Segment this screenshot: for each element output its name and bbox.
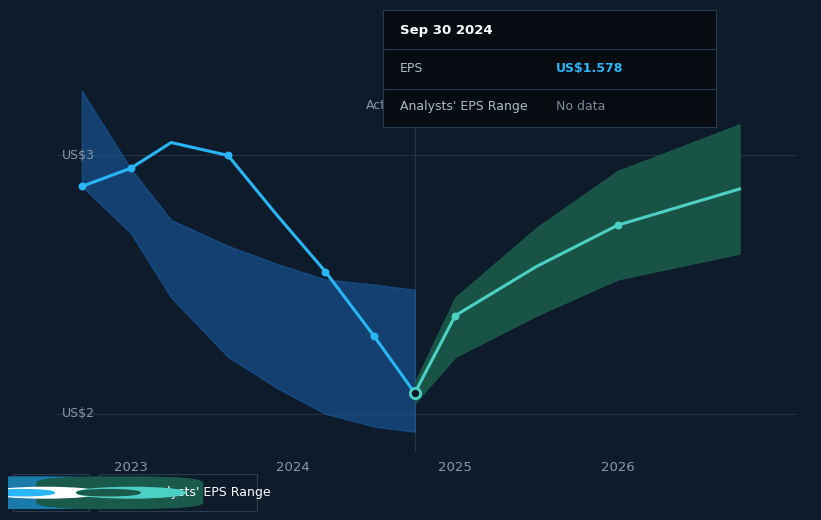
Text: US$3: US$3 <box>62 149 95 162</box>
Circle shape <box>0 487 99 498</box>
Text: No data: No data <box>557 100 606 113</box>
Text: Analysts Forecasts: Analysts Forecasts <box>424 99 541 112</box>
FancyBboxPatch shape <box>99 474 257 511</box>
Point <box>368 332 381 341</box>
Point <box>76 183 89 191</box>
FancyBboxPatch shape <box>36 476 204 509</box>
Point <box>611 221 624 229</box>
Point <box>222 151 235 160</box>
Text: US$1.578: US$1.578 <box>557 62 624 75</box>
Text: US$2: US$2 <box>62 407 95 420</box>
Circle shape <box>0 490 54 496</box>
Text: Analysts' EPS Range: Analysts' EPS Range <box>400 100 528 113</box>
FancyBboxPatch shape <box>13 474 89 511</box>
Text: Analysts' EPS Range: Analysts' EPS Range <box>143 486 270 499</box>
Text: Actual: Actual <box>365 99 405 112</box>
FancyBboxPatch shape <box>0 476 117 509</box>
Text: Sep 30 2024: Sep 30 2024 <box>400 24 493 37</box>
Point <box>408 389 421 397</box>
Text: EPS: EPS <box>56 486 79 499</box>
Circle shape <box>77 487 186 498</box>
Point <box>408 389 421 397</box>
Point <box>319 267 332 276</box>
Point <box>124 164 137 173</box>
Text: EPS: EPS <box>400 62 424 75</box>
Point <box>449 311 462 320</box>
Circle shape <box>77 490 140 496</box>
